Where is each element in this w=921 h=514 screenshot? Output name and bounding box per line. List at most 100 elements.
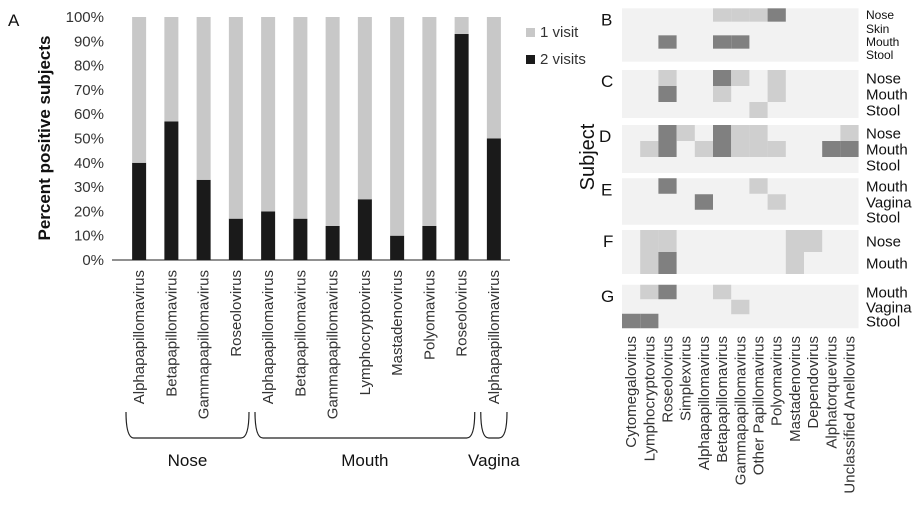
bar-1-visit xyxy=(422,17,437,226)
site-label: Mouth xyxy=(866,284,908,301)
site-label: Vagina xyxy=(866,194,912,211)
y-tick-label: 100% xyxy=(66,9,104,26)
heatmap-cell xyxy=(767,141,786,157)
heatmap-cell xyxy=(713,86,732,102)
heatmap-cell xyxy=(694,194,713,210)
legend-swatch-2-visits xyxy=(526,55,535,64)
bar-1-visit xyxy=(164,17,179,122)
y-tick-label: 90% xyxy=(74,33,104,50)
heatmap-cell xyxy=(713,141,732,157)
site-label: Vagina xyxy=(866,299,912,316)
group-bracket xyxy=(254,411,476,439)
heatmap-cell xyxy=(731,35,750,49)
heatmap-column-label: Other Papillomavirus xyxy=(751,336,768,475)
heatmap-cell xyxy=(658,230,677,252)
legend-swatch-1-visit xyxy=(526,28,535,37)
site-label: Stool xyxy=(866,209,900,226)
heatmap-cell xyxy=(640,313,659,329)
y-tick-label: 80% xyxy=(74,58,104,75)
heatmap-cell xyxy=(731,70,750,86)
heatmap-cell xyxy=(767,8,786,22)
site-label: Nose xyxy=(866,233,901,250)
group-label: Nose xyxy=(168,451,208,470)
x-category-label: Betapapillomavirus xyxy=(163,270,180,397)
heatmap-cell xyxy=(658,125,677,141)
heatmap-cell xyxy=(713,35,732,49)
bar-2-visits xyxy=(196,179,211,260)
y-tick-label: 60% xyxy=(74,106,104,123)
bar-1-visit xyxy=(261,17,276,212)
y-tick-label: 50% xyxy=(74,131,104,148)
heatmap-cell xyxy=(840,125,859,141)
heatmap-cell xyxy=(658,35,677,49)
bar-1-visit xyxy=(390,17,405,236)
x-category-label: Polyomavirus xyxy=(421,270,438,360)
site-label: Mouth xyxy=(866,86,908,103)
x-category-label: Betapapillomavirus xyxy=(292,270,309,397)
x-category-label: Mastadenovirus xyxy=(389,270,406,376)
heatmap-cell xyxy=(713,70,732,86)
bar-1-visit xyxy=(325,17,340,226)
heatmap-cell xyxy=(749,178,768,194)
heatmap-cell xyxy=(713,284,732,300)
heatmap-column-label: Lymphocryptovirus xyxy=(641,336,658,461)
x-category-label: Roseolovirus xyxy=(228,270,245,357)
heatmap-cell xyxy=(640,252,659,274)
bar-1-visit xyxy=(196,17,211,180)
group-bracket xyxy=(125,411,250,439)
heatmap-column-label: Betapapillomavirus xyxy=(714,336,731,463)
subject-label: C xyxy=(601,72,613,91)
heatmap-cell xyxy=(658,178,677,194)
heatmap-cell xyxy=(749,125,768,141)
x-category-label: Lymphocryptovirus xyxy=(357,270,374,395)
panel-label-a: A xyxy=(8,11,20,30)
site-label: Mouth xyxy=(866,255,908,272)
heatmap-cell xyxy=(713,8,732,22)
site-label: Stool xyxy=(866,102,900,119)
heatmap-column-label: Polyomavirus xyxy=(769,336,786,426)
heatmap-cell xyxy=(640,141,659,157)
heatmap-column-label: Mastadenovirus xyxy=(787,336,804,442)
y-tick-label: 70% xyxy=(74,82,104,99)
site-label: Nose xyxy=(866,125,901,142)
heatmap-column-label: Simplexvirus xyxy=(678,336,695,421)
heatmap-cell xyxy=(822,141,841,157)
bar-1-visit xyxy=(132,17,147,163)
bar-2-visits xyxy=(454,34,469,261)
heatmap-cell xyxy=(785,252,804,274)
heatmap-cell xyxy=(785,230,804,252)
heatmap-cell xyxy=(749,141,768,157)
bar-2-visits xyxy=(164,121,179,261)
site-label: Stool xyxy=(866,157,900,174)
subject-label: F xyxy=(603,232,613,251)
heatmap-column-label: Cytomegalovirus xyxy=(623,336,640,448)
group-bracket xyxy=(480,411,508,439)
y-axis-label: Percent positive subjects xyxy=(35,35,54,240)
subject-label: D xyxy=(599,127,611,146)
heatmap-cell xyxy=(731,8,750,22)
x-category-label: Alphapapillomavirus xyxy=(131,270,148,404)
bar-1-visit xyxy=(486,17,501,139)
bar-2-visits xyxy=(357,199,372,260)
heatmap-cell xyxy=(840,141,859,157)
subject-label: B xyxy=(601,10,612,29)
heatmap-cell xyxy=(767,194,786,210)
x-category-label: Alphapapillomavirus xyxy=(486,270,503,404)
heatmap-cell xyxy=(658,70,677,86)
site-label: Nose xyxy=(866,70,901,87)
bar-1-visit xyxy=(357,17,372,200)
heatmap-cell xyxy=(658,86,677,102)
group-label: Vagina xyxy=(468,451,520,470)
bar-2-visits xyxy=(422,225,437,260)
heatmap-column-label: Alphapapillomavirus xyxy=(696,336,713,470)
subject-label: E xyxy=(601,180,612,199)
heatmap-cell xyxy=(804,230,823,252)
heatmap-cell xyxy=(694,141,713,157)
x-category-label: Gammapapillomavirus xyxy=(196,270,213,419)
legend-label-2-visits: 2 visits xyxy=(540,51,586,68)
y-tick-label: 40% xyxy=(74,155,104,172)
heatmap-background xyxy=(622,178,859,225)
x-category-label: Alphapapillomavirus xyxy=(260,270,277,404)
bar-1-visit xyxy=(228,17,243,219)
